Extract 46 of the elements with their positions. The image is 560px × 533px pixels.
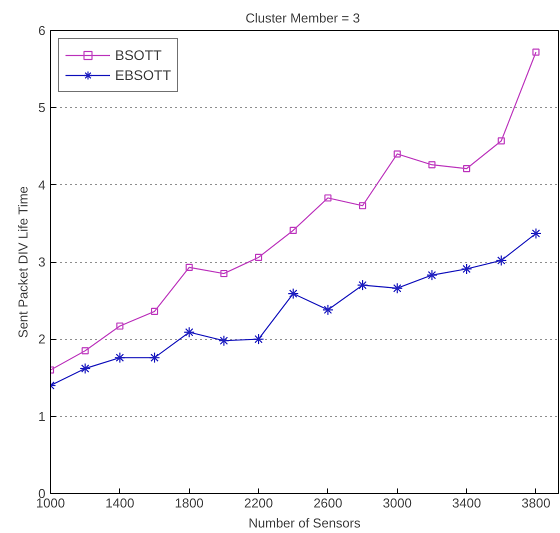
- point: [324, 194, 332, 202]
- x-tick-label: 3400: [452, 496, 482, 510]
- point: [82, 347, 89, 354]
- point: [288, 288, 299, 300]
- y-axis-title: Sent Packet DIV Life Time: [15, 186, 30, 338]
- point: [80, 362, 91, 374]
- legend-label: BSOTT: [115, 47, 162, 63]
- x-tick-label: 2200: [244, 496, 274, 510]
- point: [322, 304, 334, 316]
- y-tick-label: 6: [38, 23, 46, 38]
- point: [426, 270, 438, 281]
- point: [532, 48, 540, 56]
- point: [252, 334, 264, 345]
- point: [358, 202, 366, 210]
- point: [356, 280, 368, 291]
- y-tick-label: 5: [38, 100, 46, 116]
- y-tick-label: 4: [38, 177, 46, 192]
- x-tick-label: 2600: [313, 496, 342, 510]
- point: [150, 308, 158, 315]
- x-tick-label: 1400: [105, 496, 134, 510]
- point: [463, 165, 470, 172]
- point: [496, 254, 507, 266]
- y-tick-label: 1: [38, 408, 46, 424]
- point: [148, 352, 160, 364]
- point: [530, 228, 542, 240]
- x-tick-label: 3800: [522, 496, 550, 510]
- point: [116, 322, 124, 330]
- point: [461, 263, 472, 275]
- point: [114, 352, 126, 364]
- point: [186, 264, 193, 271]
- point: [394, 150, 401, 158]
- point: [184, 326, 195, 338]
- point: [392, 282, 403, 294]
- point: [498, 137, 505, 144]
- x-tick-label: 1800: [174, 496, 204, 510]
- point: [254, 254, 262, 261]
- x-axis-title: Number of Sensors: [248, 516, 361, 530]
- point: [218, 335, 230, 346]
- legend-label: EBSOTT: [115, 67, 172, 83]
- y-tick-label: 2: [38, 332, 46, 347]
- chart-title: Cluster Member = 3: [245, 10, 360, 26]
- y-tick-label: 3: [38, 254, 46, 270]
- point: [428, 161, 436, 168]
- point: [290, 226, 297, 234]
- point: [220, 270, 228, 278]
- x-tick-label: 3000: [382, 496, 412, 510]
